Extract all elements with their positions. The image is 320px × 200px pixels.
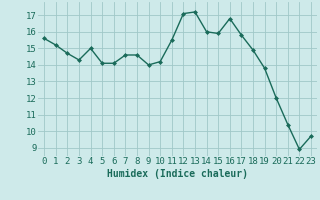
- X-axis label: Humidex (Indice chaleur): Humidex (Indice chaleur): [107, 169, 248, 179]
